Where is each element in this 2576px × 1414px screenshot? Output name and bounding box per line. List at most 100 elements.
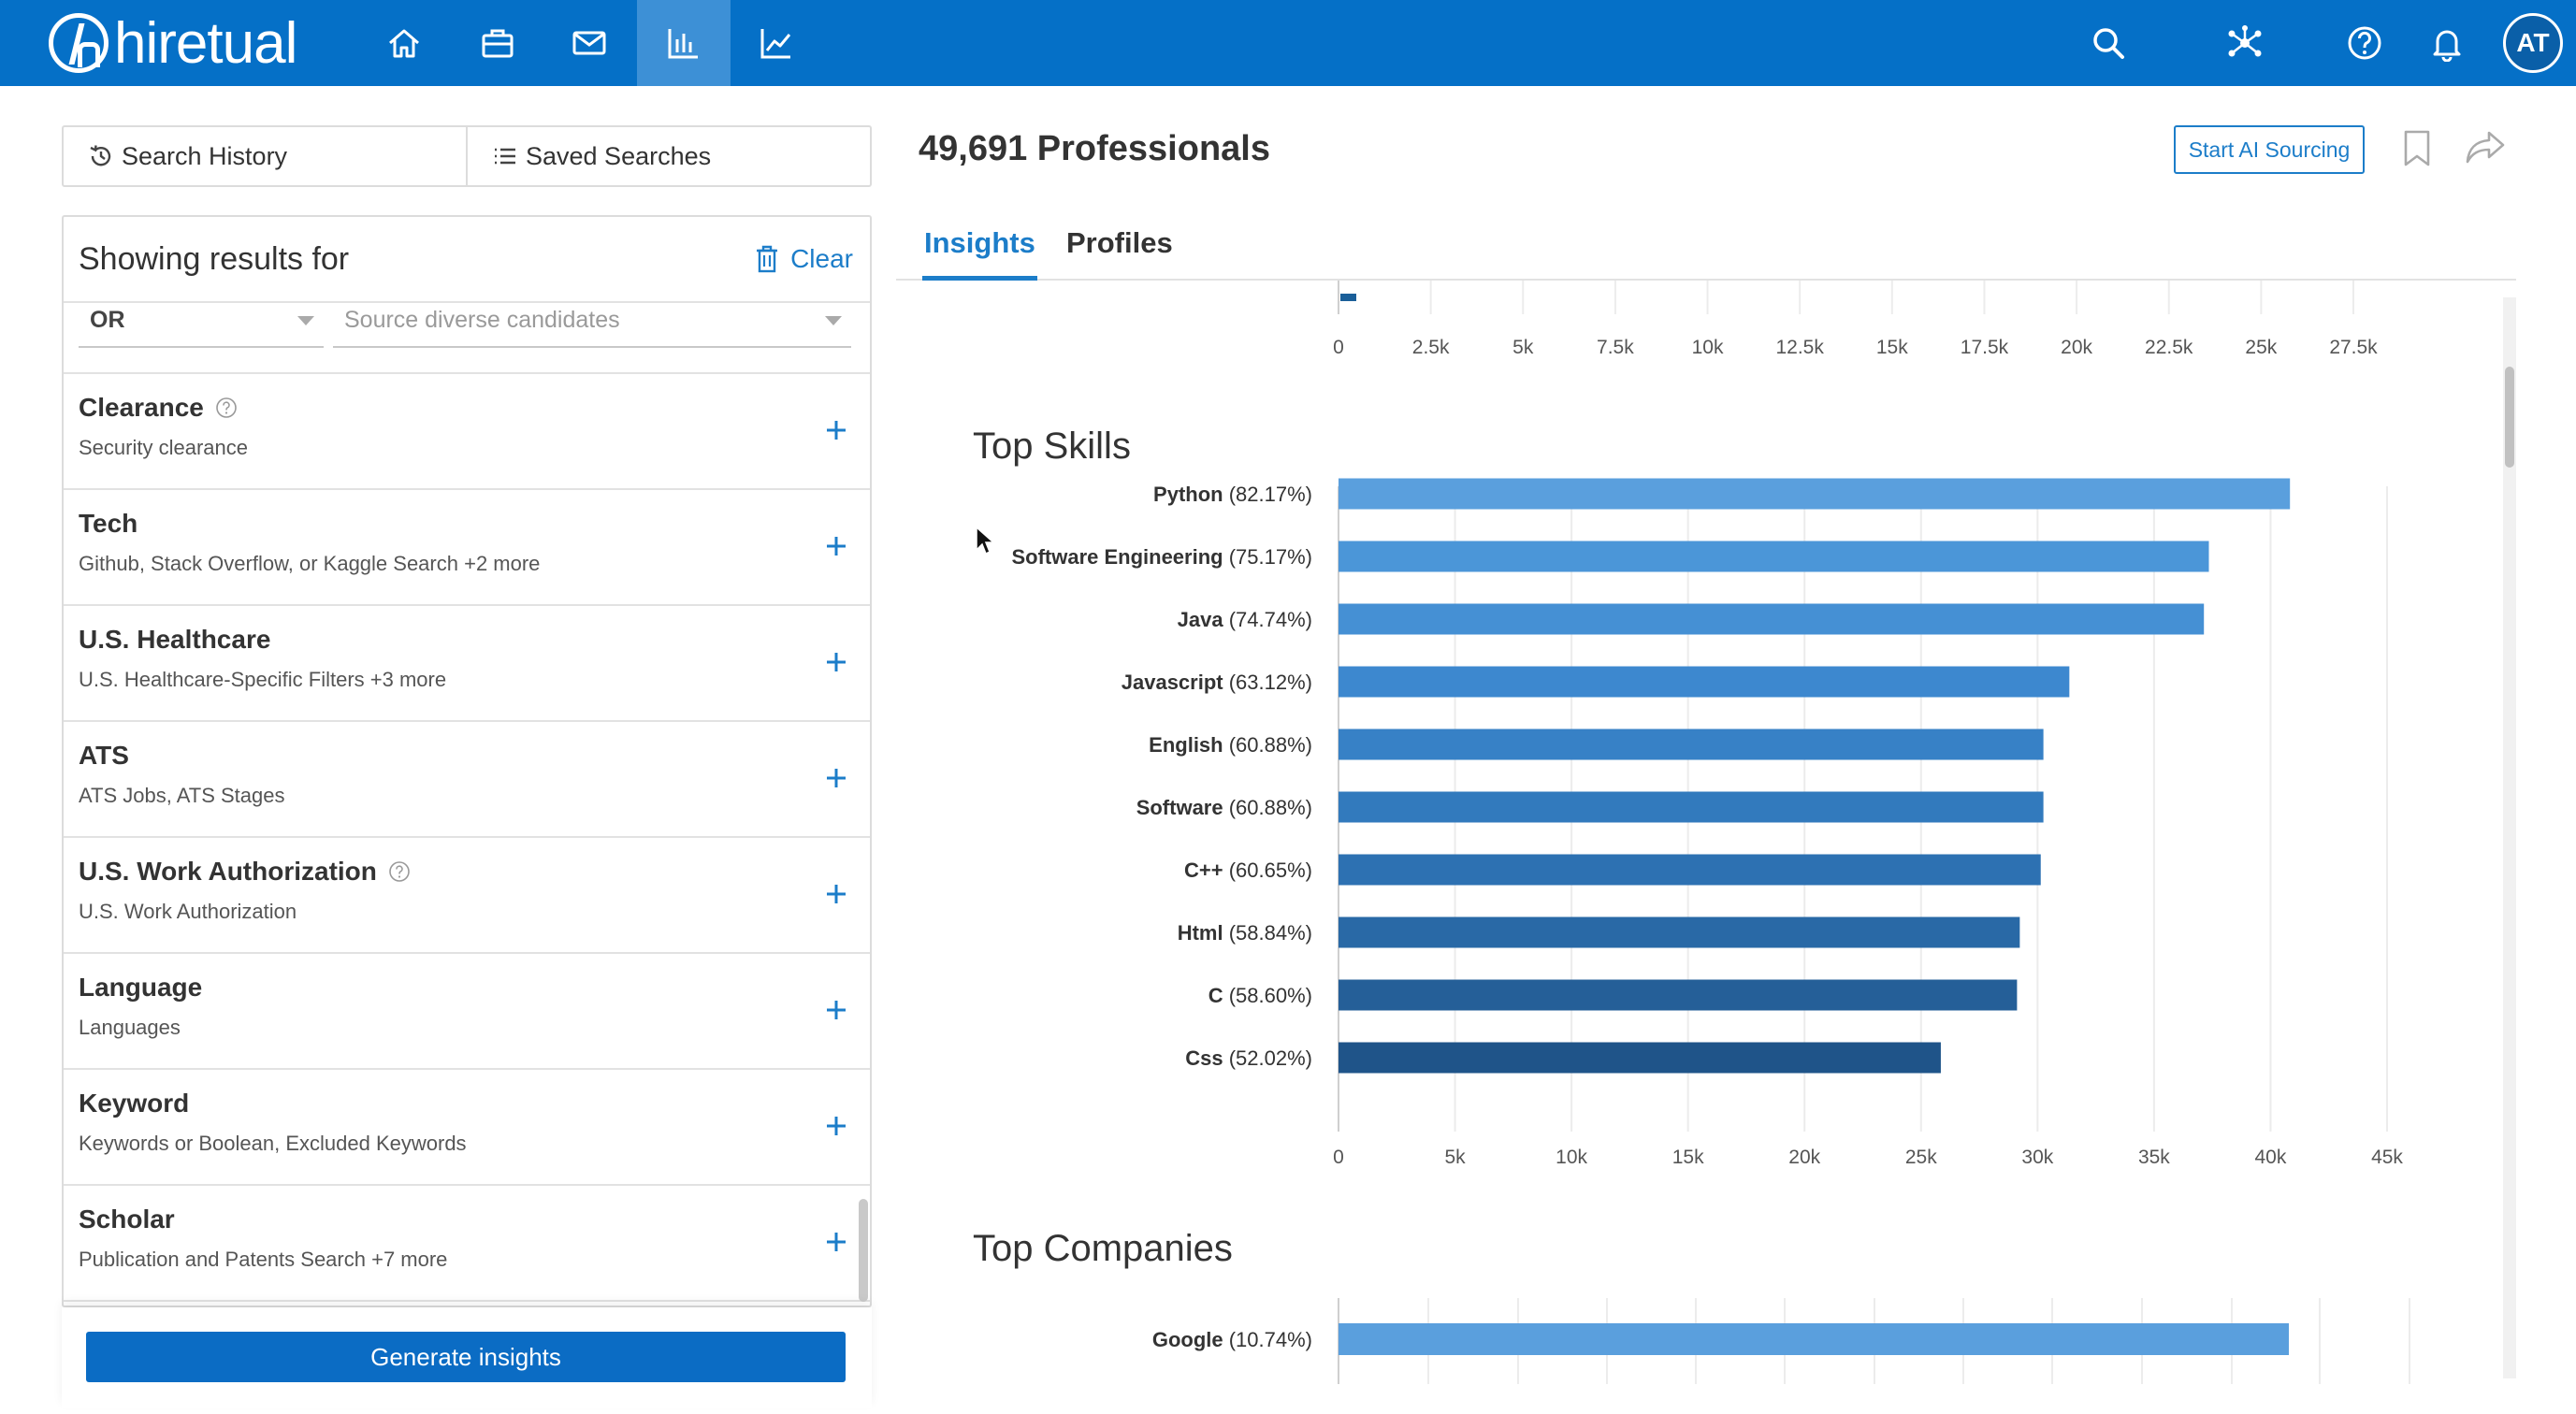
insights-scrollbar[interactable] xyxy=(2505,367,2514,468)
list-icon xyxy=(495,148,515,165)
tick-label: 17.5k xyxy=(1961,337,2009,358)
plus-icon[interactable] xyxy=(818,991,855,1029)
network-button[interactable] xyxy=(2198,0,2292,86)
filter-title: U.S. Work Authorization xyxy=(79,857,855,887)
filter-title-text: Scholar xyxy=(79,1205,175,1234)
search-button[interactable] xyxy=(2062,0,2155,86)
filter-item[interactable]: Clearance Security clearance xyxy=(64,374,870,490)
tick-label: 30k xyxy=(2021,1147,2053,1168)
tick-label: 25k xyxy=(2245,337,2277,358)
insights-charts-svg: 0 2.5k 5k 7.5k 10k 12.5k 15k 17.5k 20k 22.5k 25k 27… xyxy=(973,281,2410,1384)
share-icon[interactable] xyxy=(2464,127,2507,166)
search-history-tab[interactable]: Search History xyxy=(64,127,466,185)
clear-button[interactable]: Clear xyxy=(755,244,853,274)
filter-list: Clearance Security clearance Tech Github, S… xyxy=(64,374,870,1302)
plus-icon[interactable] xyxy=(818,1107,855,1145)
category-label: Google (10.74%) xyxy=(1152,1328,1312,1351)
tab-profiles[interactable]: Profiles xyxy=(1066,226,1173,259)
chart-title-top-companies: Top Companies xyxy=(973,1228,1233,1269)
filter-panel-scrollbar[interactable] xyxy=(859,1199,868,1302)
tick-label: 10k xyxy=(1556,1147,1587,1168)
diversity-source-select[interactable]: Source diverse candidates xyxy=(333,303,851,348)
analytics-nav-button[interactable] xyxy=(730,0,823,86)
tick-label: 7.5k xyxy=(1597,337,1634,358)
notifications-button[interactable] xyxy=(2400,0,2494,86)
filter-subtitle: Security clearance xyxy=(79,436,248,459)
category-label: Css (52.02%) xyxy=(1185,1046,1312,1070)
help-icon xyxy=(2348,26,2381,60)
bar xyxy=(1339,541,2209,572)
user-avatar[interactable]: AT xyxy=(2503,13,2563,73)
filter-item[interactable]: ATS ATS Jobs, ATS Stages xyxy=(64,722,870,838)
mail-nav-button[interactable] xyxy=(543,0,636,86)
home-icon xyxy=(389,29,419,58)
filter-subtitle: Keywords or Boolean, Excluded Keywords xyxy=(79,1132,467,1155)
top-nav-bar: hiretual AT xyxy=(0,0,2576,86)
bar xyxy=(1339,1323,2289,1355)
generate-insights-button[interactable]: Generate insights xyxy=(86,1332,846,1382)
chart-title-top-skills: Top Skills xyxy=(973,426,1131,467)
bar xyxy=(1339,729,2044,760)
category-label: Software Engineering (75.17%) xyxy=(1011,545,1312,569)
plus-icon[interactable] xyxy=(818,411,855,449)
history-icon xyxy=(90,145,111,166)
start-ai-sourcing-button[interactable]: Start AI Sourcing xyxy=(2174,125,2365,174)
filter-item[interactable]: Language Languages xyxy=(64,954,870,1070)
tab-insights[interactable]: Insights xyxy=(922,226,1037,281)
insights-nav-button[interactable] xyxy=(637,0,731,86)
help-button[interactable] xyxy=(2318,0,2411,86)
help-circle-icon[interactable] xyxy=(388,860,411,883)
filter-subtitle: U.S. Work Authorization xyxy=(79,900,297,923)
generate-insights-bar: Generate insights xyxy=(62,1307,872,1408)
filter-item[interactable]: Tech Github, Stack Overflow, or Kaggle Se… xyxy=(64,490,870,606)
filter-item[interactable]: Scholar Publication and Patents Search +7… xyxy=(64,1186,870,1302)
search-icon xyxy=(2093,28,2124,59)
filter-title-text: U.S. Work Authorization xyxy=(79,857,377,886)
tick-label: 0 xyxy=(1333,1147,1344,1168)
filter-item[interactable]: Keyword Keywords or Boolean, Excluded Key… xyxy=(64,1070,870,1186)
tick-label: 12.5k xyxy=(1775,337,1824,358)
logo-mark-icon xyxy=(49,13,109,73)
hiretual-logo[interactable]: hiretual xyxy=(49,9,297,77)
category-label: Software (60.88%) xyxy=(1136,796,1312,819)
plus-icon[interactable] xyxy=(818,759,855,797)
network-icon xyxy=(2228,25,2262,57)
home-nav-button[interactable] xyxy=(357,0,451,86)
plus-icon[interactable] xyxy=(818,1223,855,1261)
filter-item[interactable]: U.S. Healthcare U.S. Healthcare-Specific … xyxy=(64,606,870,722)
category-label: C++ (60.65%) xyxy=(1184,858,1312,882)
tick-label: 15k xyxy=(1672,1147,1704,1168)
help-circle-icon[interactable] xyxy=(215,397,238,419)
filter-subtitle: Languages xyxy=(79,1016,181,1039)
filter-title-text: Tech xyxy=(79,509,138,538)
bar-chart-icon xyxy=(668,29,698,59)
filter-panel: Showing results for Clear OR Source dive… xyxy=(62,215,872,1307)
plus-icon[interactable] xyxy=(818,875,855,913)
filter-subtitle: Publication and Patents Search +7 more xyxy=(79,1248,448,1271)
boolean-operator-select[interactable]: OR xyxy=(79,303,324,348)
filter-title: Tech xyxy=(79,509,855,539)
tick-label: 20k xyxy=(1788,1147,1820,1168)
jobs-nav-button[interactable] xyxy=(451,0,544,86)
bar xyxy=(1339,478,2291,510)
professionals-count-title: 49,691 Professionals xyxy=(919,129,1270,168)
mouse-cursor-icon xyxy=(976,526,995,556)
filter-title: Language xyxy=(79,973,855,1003)
tick-label: 40k xyxy=(2255,1147,2287,1168)
tick-label: 27.5k xyxy=(2329,337,2378,358)
filter-item[interactable]: U.S. Work Authorization U.S. Work Authori… xyxy=(64,838,870,954)
bookmark-icon[interactable] xyxy=(2400,129,2434,168)
showing-results-title: Showing results for xyxy=(79,240,350,277)
filter-title-text: Keyword xyxy=(79,1089,190,1118)
category-label: C (58.60%) xyxy=(1208,984,1312,1007)
bar xyxy=(1339,979,2018,1011)
plus-icon[interactable] xyxy=(818,643,855,681)
saved-searches-tab[interactable]: Saved Searches xyxy=(466,127,870,185)
tick-label: 2.5k xyxy=(1412,337,1450,358)
plus-icon[interactable] xyxy=(818,527,855,565)
bar xyxy=(1339,1042,1941,1074)
boolean-operator-value: OR xyxy=(90,307,125,333)
filter-title-text: U.S. Healthcare xyxy=(79,625,271,654)
tick-label: 45k xyxy=(2371,1147,2403,1168)
insights-charts: 0 2.5k 5k 7.5k 10k 12.5k 15k 17.5k 20k 22.5k 25k 27… xyxy=(898,281,2507,1384)
